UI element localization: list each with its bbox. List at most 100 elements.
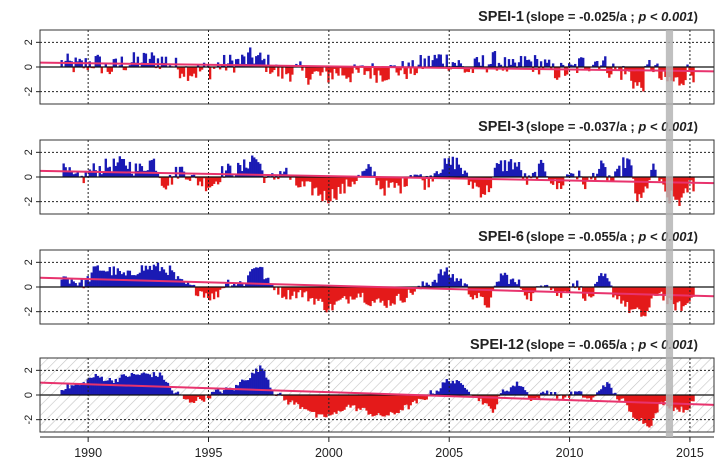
bar-positive-18: [96, 54, 99, 67]
bar-positive-155: [371, 63, 374, 67]
bar-negative-276: [614, 67, 617, 70]
y-tick-label: 2: [23, 367, 35, 373]
bar-positive-273: [608, 383, 611, 395]
bar-positive-36: [132, 373, 136, 395]
bar-positive-250: [561, 64, 565, 67]
x-tick-label-2000: 2000: [315, 446, 343, 460]
bar-negative-299: [660, 67, 663, 80]
bar-negative-139: [339, 395, 342, 412]
bar-positive-6: [72, 281, 75, 287]
bar-negative-262: [586, 395, 589, 399]
bar-negative-307: [676, 177, 679, 200]
bar-negative-143: [347, 67, 350, 78]
bar-positive-259: [580, 57, 583, 67]
bar-negative-113: [287, 67, 290, 74]
bar-negative-150: [361, 287, 364, 293]
bar-positive-54: [168, 265, 172, 287]
bar-positive-260: [582, 57, 585, 67]
bar-negative-69: [198, 67, 202, 72]
bar-positive-15: [90, 377, 93, 395]
bar-positive-111: [283, 171, 286, 177]
bar-negative-150: [361, 395, 364, 408]
bar-negative-133: [327, 177, 330, 204]
bar-positive-101: [263, 371, 266, 395]
bar-negative-174: [409, 67, 412, 74]
bar-negative-211: [483, 177, 487, 195]
bar-positive-25: [110, 172, 113, 177]
bar-negative-252: [565, 287, 569, 293]
bar-positive-294: [650, 169, 653, 177]
bar-negative-251: [563, 395, 567, 398]
bar-positive-97: [255, 267, 258, 287]
y-tick-label: -2: [23, 197, 35, 207]
bar-positive-34: [128, 270, 132, 287]
bar-negative-140: [341, 67, 344, 76]
bar-negative-179: [419, 395, 422, 400]
bar-positive-216: [493, 285, 497, 287]
bar-negative-153: [367, 395, 370, 415]
bar-negative-164: [389, 287, 392, 306]
bar-positive-281: [624, 168, 627, 177]
bar-positive-2: [64, 276, 67, 287]
bar-negative-61: [182, 67, 186, 77]
bar-positive-9: [78, 282, 81, 287]
bar-positive-232: [525, 392, 529, 395]
bar-negative-115: [291, 67, 294, 75]
bar-positive-12: [84, 170, 87, 177]
bar-negative-284: [630, 287, 633, 310]
bar-negative-171: [403, 395, 406, 406]
bar-negative-63: [186, 67, 190, 81]
bar-positive-47: [154, 266, 158, 287]
bar-negative-142: [345, 287, 348, 300]
bar-negative-154: [369, 67, 372, 79]
bar-positive-34: [128, 161, 132, 177]
bar-positive-43: [146, 269, 150, 287]
bar-positive-228: [517, 62, 521, 67]
bar-positive-209: [479, 65, 483, 67]
bar-negative-118: [297, 287, 300, 293]
bar-negative-210: [481, 395, 485, 405]
bar-negative-111: [283, 395, 286, 401]
bar-positive-99: [259, 52, 262, 67]
bar-negative-288: [638, 67, 641, 83]
panel-spei-1: 2 0 -2 SPEI-1 (slope = -0.025/a ; p < 0.001): [23, 9, 715, 105]
panel-title: SPEI-1: [478, 9, 524, 25]
bar-positive-40: [140, 373, 144, 395]
bar-negative-201: [463, 67, 467, 73]
bar-negative-70: [200, 67, 204, 70]
bar-positive-255: [572, 283, 575, 287]
bar-positive-181: [423, 58, 426, 67]
bar-negative-205: [471, 67, 475, 73]
bar-negative-55: [170, 177, 174, 185]
bar-negative-282: [626, 67, 629, 71]
bar-positive-221: [503, 57, 507, 67]
bar-negative-79: [218, 177, 222, 183]
bar-positive-23: [106, 380, 109, 395]
bar-positive-41: [142, 170, 146, 177]
bar-negative-166: [393, 287, 396, 305]
bar-positive-3: [66, 279, 69, 287]
bar-positive-5: [70, 279, 73, 287]
bar-negative-167: [395, 287, 398, 296]
bar-positive-10: [80, 278, 83, 287]
bar-negative-268: [598, 67, 601, 71]
bar-negative-152: [365, 395, 368, 411]
bar-positive-185: [431, 60, 434, 67]
bar-positive-12: [84, 384, 87, 395]
bar-negative-72: [204, 177, 208, 192]
bar-positive-99: [259, 365, 262, 395]
bar-negative-125: [311, 177, 314, 196]
bar-positive-37: [134, 163, 138, 177]
bar-negative-154: [369, 395, 372, 414]
bar-negative-207: [475, 287, 479, 299]
bar-negative-278: [618, 287, 621, 297]
bar-negative-285: [632, 287, 635, 310]
bar-positive-3: [66, 53, 69, 67]
bar-positive-45: [150, 160, 154, 177]
bar-positive-196: [453, 281, 457, 287]
bar-positive-203: [467, 391, 471, 395]
bar-negative-279: [620, 287, 623, 304]
bar-positive-32: [124, 165, 128, 177]
bar-positive-9: [78, 385, 81, 395]
bar-negative-11: [82, 67, 85, 69]
